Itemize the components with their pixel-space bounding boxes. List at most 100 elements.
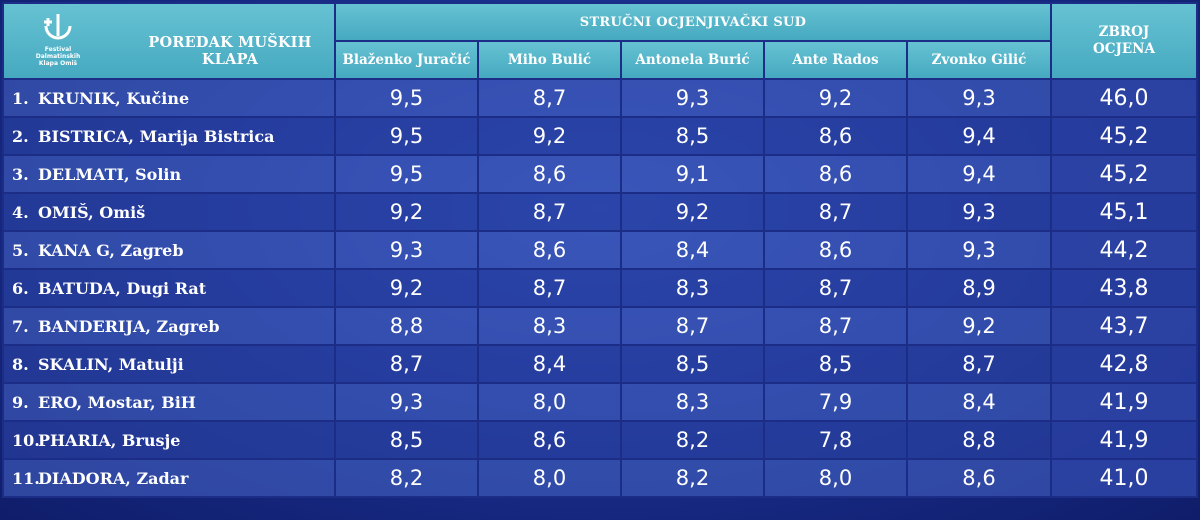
score-cell: 8,7 (477, 192, 622, 232)
klapa-name-cell: 11.DIADORA, Zadar (2, 458, 336, 498)
score-cell: 9,3 (906, 230, 1052, 270)
score-cell: 8,7 (763, 268, 908, 308)
score-cell: 8,5 (334, 420, 479, 460)
table-row: 6. BATUDA, Dugi Rat 9,2 8,7 8,3 8,7 8,9 4… (2, 268, 1198, 308)
klapa-name: BISTRICA, Marija Bistrica (38, 126, 275, 146)
score-cell: 8,7 (477, 78, 622, 118)
klapa-name-cell: 9. ERO, Mostar, BiH (2, 382, 336, 422)
score-cell: 8,7 (763, 306, 908, 346)
rank: 8. (12, 354, 29, 374)
klapa-name-cell: 4. OMIŠ, Omiš (2, 192, 336, 232)
score-cell: 8,6 (906, 458, 1052, 498)
klapa-name-cell: 10.PHARIA, Brusje (2, 420, 336, 460)
klapa-name: OMIŠ, Omiš (38, 202, 146, 222)
total-cell: 45,1 (1050, 192, 1198, 232)
table-row: 11.DIADORA, Zadar 8,2 8,0 8,2 8,0 8,6 41… (2, 458, 1198, 498)
score-cell: 8,5 (620, 116, 765, 156)
klapa-name: PHARIA, Brusje (38, 430, 181, 450)
logo-text-line2: Dalmatinskih (35, 53, 81, 60)
score-cell: 8,2 (620, 420, 765, 460)
score-cell: 9,4 (906, 154, 1052, 194)
total-cell: 45,2 (1050, 154, 1198, 194)
klapa-name-cell: 8. SKALIN, Matulji (2, 344, 336, 384)
score-cell: 8,6 (763, 230, 908, 270)
score-cell: 8,3 (477, 306, 622, 346)
score-cell: 8,5 (620, 344, 765, 384)
total-cell: 41,9 (1050, 420, 1198, 460)
festival-logo-icon (44, 14, 72, 40)
total-cell: 46,0 (1050, 78, 1198, 118)
score-cell: 9,2 (477, 116, 622, 156)
results-table: Festival Dalmatinskih Klapa Omiš POREDAK… (2, 2, 1198, 498)
table-row: 7. BANDERIJA, Zagreb 8,8 8,3 8,7 8,7 9,2 … (2, 306, 1198, 346)
rank: 4. (12, 202, 29, 222)
score-cell: 8,8 (334, 306, 479, 346)
total-cell: 41,0 (1050, 458, 1198, 498)
klapa-name: BATUDA, Dugi Rat (38, 278, 207, 298)
klapa-name-cell: 3. DELMATI, Solin (2, 154, 336, 194)
table-row: 9. ERO, Mostar, BiH 9,3 8,0 8,3 7,9 8,4 4… (2, 382, 1198, 422)
score-cell: 8,9 (906, 268, 1052, 308)
score-cell: 8,6 (477, 420, 622, 460)
rank: 6. (12, 278, 29, 298)
score-cell: 9,2 (906, 306, 1052, 346)
total-cell: 43,7 (1050, 306, 1198, 346)
score-cell: 8,8 (906, 420, 1052, 460)
score-cell: 8,7 (763, 192, 908, 232)
klapa-name-cell: 2. BISTRICA, Marija Bistrica (2, 116, 336, 156)
score-cell: 9,2 (763, 78, 908, 118)
table-row: 4. OMIŠ, Omiš 9,2 8,7 9,2 8,7 9,3 45,1 (2, 192, 1198, 232)
klapa-name: DELMATI, Solin (38, 164, 182, 184)
total-header-line1: ZBROJ (1098, 24, 1150, 40)
score-cell: 8,0 (477, 382, 622, 422)
klapa-name-cell: 6. BATUDA, Dugi Rat (2, 268, 336, 308)
judge-header: Zvonko Gilić (906, 40, 1052, 80)
score-cell: 8,7 (906, 344, 1052, 384)
logo-text-line1: Festival (44, 46, 72, 53)
table-row: 3. DELMATI, Solin 9,5 8,6 9,1 8,6 9,4 45,… (2, 154, 1198, 194)
score-cell: 9,3 (620, 78, 765, 118)
score-cell: 8,6 (763, 116, 908, 156)
score-cell: 7,9 (763, 382, 908, 422)
judge-header: Antonela Burić (620, 40, 765, 80)
table-row: 10.PHARIA, Brusje 8,5 8,6 8,2 7,8 8,8 41… (2, 420, 1198, 460)
klapa-name: SKALIN, Matulji (38, 354, 184, 374)
klapa-name-cell: 7. BANDERIJA, Zagreb (2, 306, 336, 346)
judge-header: Ante Rados (763, 40, 908, 80)
logo-text-line3: Klapa Omiš (38, 60, 78, 67)
judge-header: Miho Bulić (477, 40, 622, 80)
score-cell: 9,5 (334, 78, 479, 118)
table-row: 2. BISTRICA, Marija Bistrica 9,5 9,2 8,5 … (2, 116, 1198, 156)
score-cell: 9,3 (334, 382, 479, 422)
total-cell: 45,2 (1050, 116, 1198, 156)
score-cell: 8,4 (477, 344, 622, 384)
score-cell: 9,2 (334, 192, 479, 232)
klapa-name: BANDERIJA, Zagreb (38, 316, 220, 336)
total-cell: 42,8 (1050, 344, 1198, 384)
score-cell: 9,5 (334, 116, 479, 156)
score-cell: 9,3 (906, 78, 1052, 118)
klapa-name: KANA G, Zagreb (38, 240, 184, 260)
jury-title: STRUČNI OCJENJIVAČKI SUD (334, 2, 1052, 42)
page-title: POREDAK MUŠKIH KLAPA (148, 34, 312, 68)
table-row: 1. KRUNIK, Kučine 9,5 8,7 9,3 9,2 9,3 46,… (2, 78, 1198, 118)
score-cell: 8,6 (763, 154, 908, 194)
score-cell: 9,3 (906, 192, 1052, 232)
rank: 5. (12, 240, 29, 260)
rank: 9. (12, 392, 29, 412)
score-cell: 9,1 (620, 154, 765, 194)
rank: 1. (12, 88, 29, 108)
score-cell: 8,0 (477, 458, 622, 498)
festival-logo: Festival Dalmatinskih Klapa Omiš (18, 12, 98, 67)
score-cell: 7,8 (763, 420, 908, 460)
score-cell: 8,3 (620, 382, 765, 422)
score-cell: 8,2 (620, 458, 765, 498)
total-cell: 43,8 (1050, 268, 1198, 308)
score-cell: 9,2 (334, 268, 479, 308)
total-cell: 41,9 (1050, 382, 1198, 422)
total-header-line2: OCJENA (1093, 41, 1155, 57)
klapa-name-cell: 1. KRUNIK, Kučine (2, 78, 336, 118)
score-cell: 8,6 (477, 230, 622, 270)
klapa-name: KRUNIK, Kučine (38, 88, 190, 108)
